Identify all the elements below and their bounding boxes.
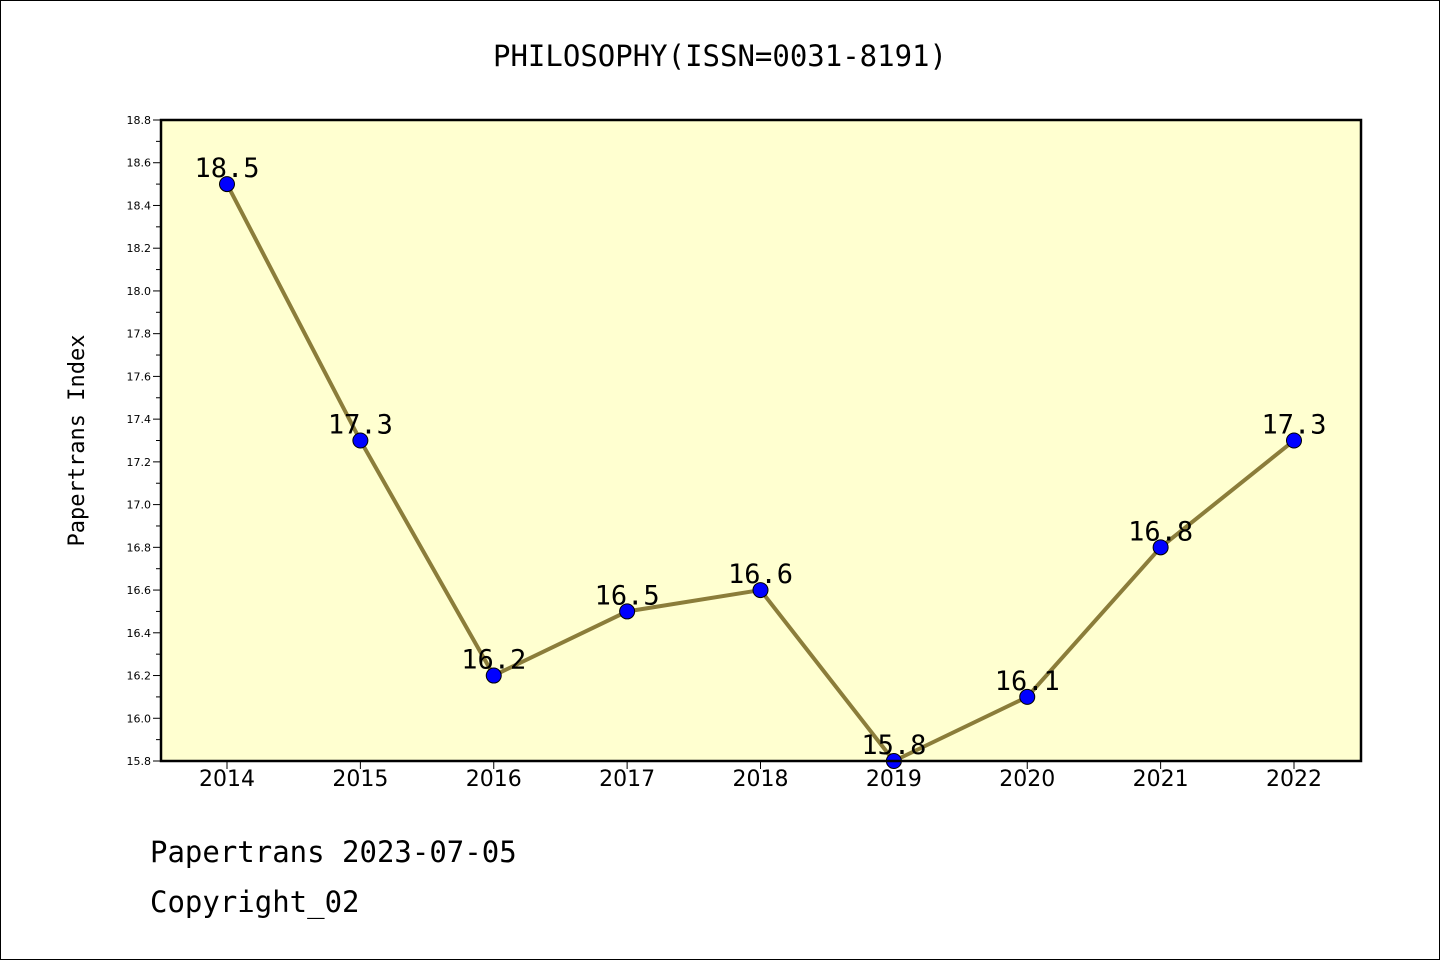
y-tick-label: 17.4 xyxy=(127,413,152,426)
y-tick-label: 18.8 xyxy=(127,114,152,127)
y-tick-label: 16.6 xyxy=(127,584,152,597)
data-point xyxy=(752,582,769,599)
data-label: 18.5 xyxy=(194,153,259,184)
y-tick-label: 18.4 xyxy=(127,199,152,212)
footer-copyright: Copyright_02 xyxy=(150,885,360,919)
x-tick-label: 2017 xyxy=(599,767,655,792)
x-tick-label: 2018 xyxy=(733,767,789,792)
data-point xyxy=(485,667,502,684)
y-tick-label: 17.0 xyxy=(127,499,152,512)
data-label: 16.8 xyxy=(1128,516,1193,547)
data-label: 16.2 xyxy=(461,645,526,676)
y-tick-label: 18.2 xyxy=(127,242,152,255)
x-tick-label: 2019 xyxy=(866,767,922,792)
x-tick-label: 2020 xyxy=(999,767,1055,792)
data-label: 16.1 xyxy=(995,666,1060,697)
y-tick-label: 15.8 xyxy=(127,755,152,768)
y-tick-label: 18.6 xyxy=(127,157,152,170)
data-label: 15.8 xyxy=(861,730,926,761)
y-tick-label: 16.8 xyxy=(127,541,152,554)
data-label: 17.3 xyxy=(1261,410,1326,441)
y-tick-label: 16.4 xyxy=(127,627,152,640)
data-point xyxy=(1152,539,1169,556)
plot-area xyxy=(161,120,1361,761)
data-point xyxy=(219,176,235,193)
y-tick-label: 18.0 xyxy=(127,285,152,298)
y-tick-label: 17.6 xyxy=(127,370,152,383)
data-point xyxy=(619,603,636,620)
x-tick-label: 2016 xyxy=(466,767,522,792)
y-tick-label: 16.0 xyxy=(127,712,152,725)
y-axis-label: Papertrans Index xyxy=(65,335,90,547)
data-label: 16.6 xyxy=(728,559,793,590)
x-tick-label: 2014 xyxy=(199,767,255,792)
chart-title: PHILOSOPHY(ISSN=0031-8191) xyxy=(493,39,947,73)
x-tick-label: 2021 xyxy=(1133,767,1189,792)
plot-border xyxy=(159,118,1363,763)
x-tick-label: 2022 xyxy=(1266,767,1322,792)
y-tick-label: 17.2 xyxy=(127,456,152,469)
x-tick-label: 2015 xyxy=(332,767,388,792)
data-label: 17.3 xyxy=(328,410,393,441)
data-point xyxy=(1286,432,1302,449)
y-tick-label: 17.8 xyxy=(127,328,152,341)
data-label: 16.5 xyxy=(595,580,660,611)
data-point xyxy=(1019,688,1036,705)
data-point xyxy=(352,432,369,449)
footer-date: Papertrans 2023-07-05 xyxy=(150,835,517,869)
y-tick-label: 16.2 xyxy=(127,670,152,683)
